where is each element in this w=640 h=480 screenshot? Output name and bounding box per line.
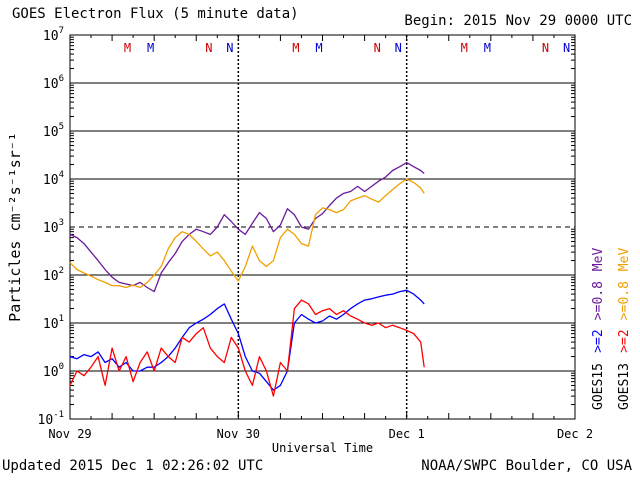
orbit-marker-n: N (542, 41, 549, 55)
legend-label: >=0.8 (617, 281, 632, 320)
y-axis-label: Particles cm⁻²s⁻¹sr⁻¹ (6, 132, 24, 322)
x-tick-label: Nov 30 (217, 427, 260, 441)
legend-label: >=2 (591, 329, 606, 352)
x-tick-label: Dec 2 (557, 427, 593, 441)
y-tick-label: 106 (43, 74, 64, 92)
legend-label: MeV (617, 248, 632, 272)
orbit-marker-n: N (563, 41, 570, 55)
x-axis-label: Universal Time (272, 441, 373, 455)
chart-title: GOES Electron Flux (5 minute data) (12, 6, 299, 22)
orbit-marker-n: N (395, 41, 402, 55)
orbit-marker-m: M (315, 41, 322, 55)
x-tick-label: Dec 1 (389, 427, 425, 441)
y-tick-label: 102 (43, 266, 64, 284)
y-tick-label: 10-1 (38, 410, 65, 428)
y-tick-label: 107 (43, 26, 64, 44)
begin-time: Begin: 2015 Nov 29 0000 UTC (404, 13, 632, 29)
orbit-marker-m: M (461, 41, 468, 55)
legend-label: >=2 (617, 329, 632, 352)
y-tick-label: 100 (43, 362, 64, 380)
orbit-marker-m: M (147, 41, 154, 55)
legend-label: >=0.8 (591, 281, 606, 320)
y-tick-label: 101 (43, 314, 64, 332)
updated-timestamp: Updated 2015 Dec 1 02:26:02 UTC (2, 458, 264, 474)
credit-line: NOAA/SWPC Boulder, CO USA (421, 458, 632, 474)
legend-label: MeV (591, 248, 606, 272)
orbit-marker-m: M (292, 41, 299, 55)
orbit-marker-n: N (374, 41, 381, 55)
series-line-3 (69, 299, 425, 397)
legend-label: GOES13 (617, 363, 632, 410)
legend-label: GOES15 (591, 363, 606, 410)
orbit-marker-n: N (226, 41, 233, 55)
series-line-0 (69, 161, 425, 293)
y-tick-label: 104 (43, 170, 64, 188)
y-tick-label: 103 (43, 218, 64, 236)
y-tick-label: 105 (43, 122, 64, 140)
orbit-marker-n: N (205, 41, 212, 55)
x-tick-label: Nov 29 (48, 427, 91, 441)
orbit-marker-m: M (124, 41, 131, 55)
series-line-1 (69, 178, 425, 289)
orbit-marker-m: M (484, 41, 491, 55)
